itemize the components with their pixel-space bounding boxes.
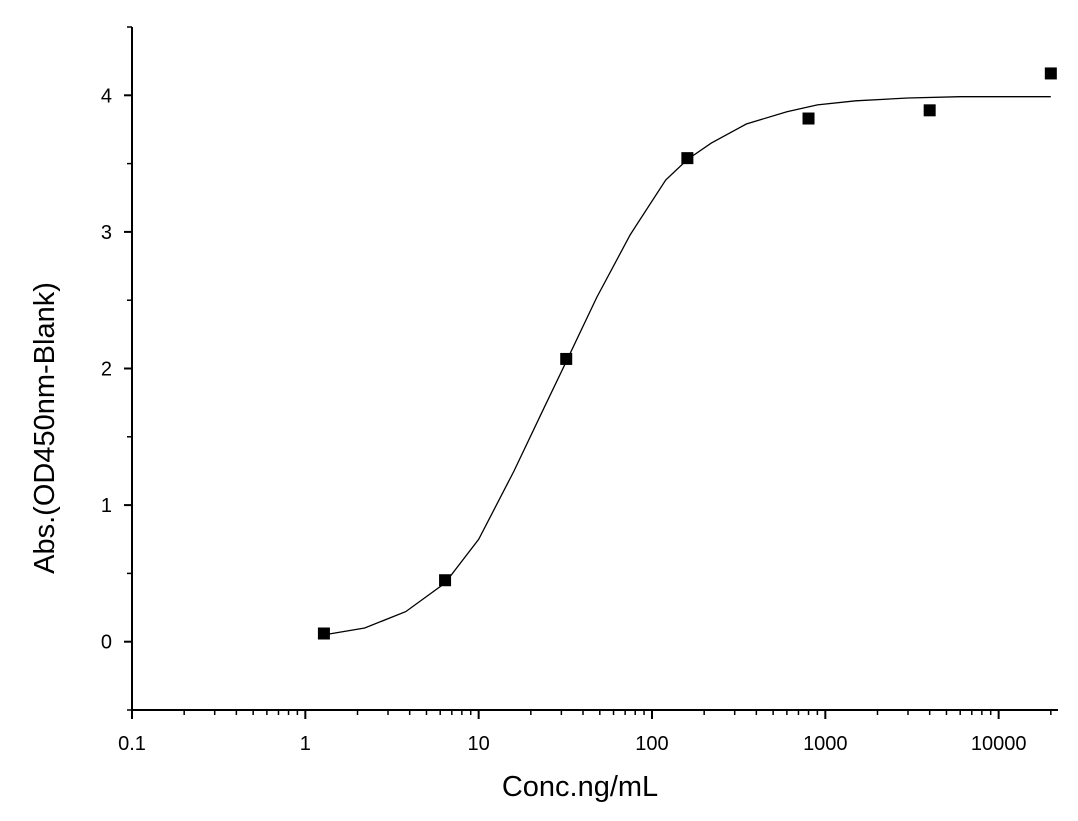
data-point xyxy=(923,104,936,117)
y-tick-label: 3 xyxy=(101,222,112,244)
data-point xyxy=(439,574,452,587)
fit-curve xyxy=(323,96,1051,636)
y-axis: 0 1 2 3 4 xyxy=(101,26,133,711)
y-tick-label: 2 xyxy=(101,359,112,381)
x-axis: 0.1 1 10 100 1000 10000 xyxy=(118,709,1058,755)
y-axis-title: Abs.(OD450nm-Blank) xyxy=(29,282,61,574)
x-axis-title: Conc.ng/mL xyxy=(502,771,658,803)
x-tick-label: 1000 xyxy=(803,733,848,755)
x-tick-label: 10000 xyxy=(971,733,1027,755)
data-point xyxy=(1044,67,1057,80)
y-ticks: 0 1 2 3 4 xyxy=(101,26,132,711)
y-tick-label: 4 xyxy=(101,85,112,107)
plot-area xyxy=(317,67,1057,640)
data-point xyxy=(802,112,815,125)
x-tick-label: 100 xyxy=(635,733,668,755)
x-tick-label: 10 xyxy=(468,733,490,755)
data-point xyxy=(317,627,330,640)
x-tick-label: 1 xyxy=(300,733,311,755)
y-tick-label: 1 xyxy=(101,495,112,517)
data-point xyxy=(681,152,694,165)
x-tick-label: 0.1 xyxy=(118,733,146,755)
y-tick-label: 0 xyxy=(101,632,112,654)
x-ticks: 0.1 1 10 100 1000 10000 xyxy=(118,710,1052,755)
